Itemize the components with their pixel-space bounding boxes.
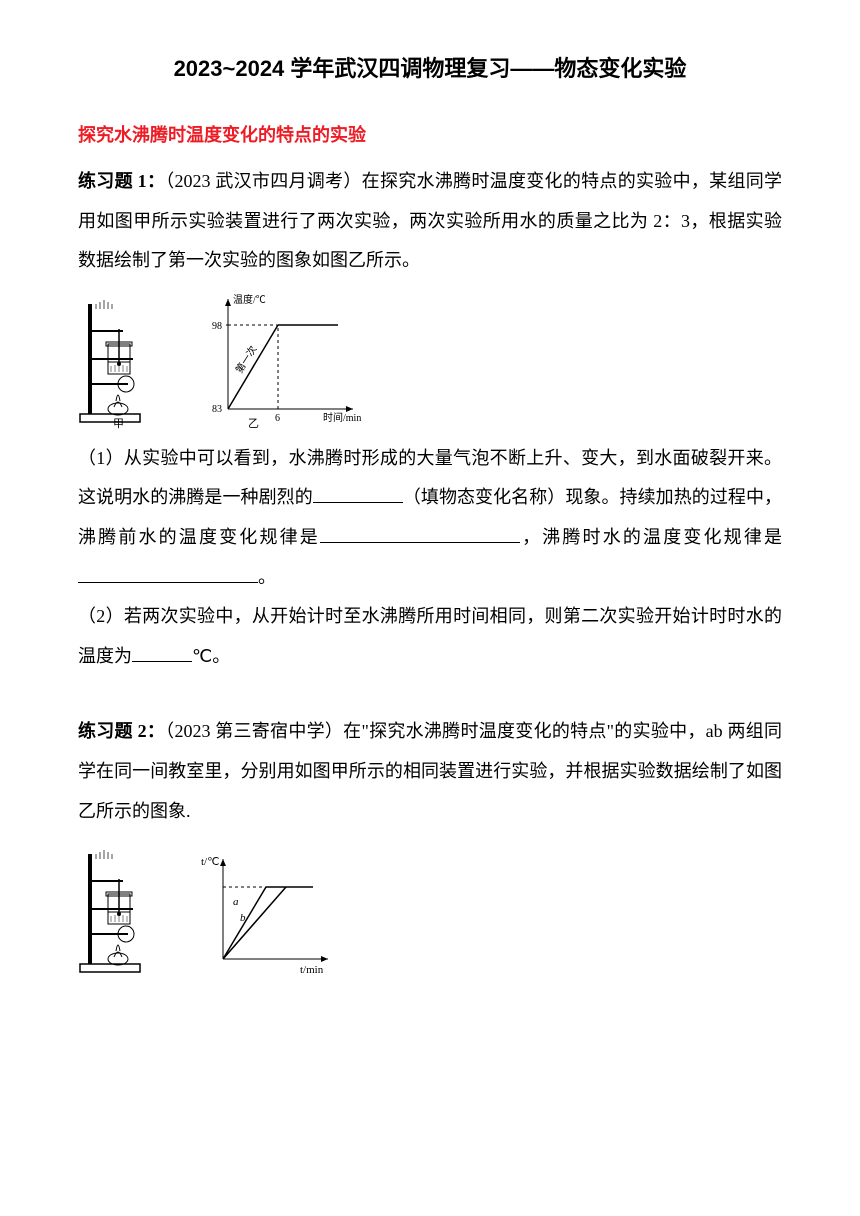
q1p1-mid2: ，沸腾时水的温度变化规律是: [520, 527, 782, 547]
y-axis-label-2: t/℃: [201, 856, 219, 868]
y-axis-label: 温度/℃: [233, 293, 266, 306]
blank-1[interactable]: [313, 485, 403, 503]
blank-4[interactable]: [132, 644, 192, 662]
question-1-part1: （1）从实验中可以看到，水沸腾时形成的大量气泡不断上升、变大，到水面破裂开来。这…: [78, 439, 782, 597]
label-a: a: [233, 896, 239, 908]
blank-3[interactable]: [78, 565, 258, 583]
curve-label: 第一次: [233, 343, 260, 375]
y-tick-98: 98: [212, 321, 222, 332]
question-2-intro: 练习题 2：（2023 第三寄宿中学）在"探究水沸腾时温度变化的特点"的实验中，…: [78, 712, 782, 831]
question-2-source: （2023 第三寄宿中学）: [165, 721, 343, 741]
apparatus-diagram-2: [78, 839, 168, 979]
question-2-label: 练习题 2：: [78, 721, 165, 741]
q1p1-end: 。: [258, 567, 276, 587]
section-header: 探究水沸腾时温度变化的特点的实验: [78, 118, 782, 152]
label-b: b: [240, 912, 246, 924]
diagram-row-2: t/℃ t/min a b: [78, 839, 782, 979]
diagram-row-1: 甲 温度/℃ 时间/min 98 83 6 第一次 乙: [78, 289, 782, 429]
question-1-intro: 练习题 1：（2023 武汉市四月调考）在探究水沸腾时温度变化的特点的实验中，某…: [78, 162, 782, 281]
question-1-part2: （2）若两次实验中，从开始计时至水沸腾所用时间相同，则第二次实验开始计时时水的温…: [78, 597, 782, 676]
spacer: [78, 676, 782, 712]
blank-2[interactable]: [320, 525, 520, 543]
x-axis-label: 时间/min: [323, 411, 361, 424]
graph-2: t/℃ t/min a b: [198, 849, 338, 979]
y-tick-83: 83: [212, 404, 222, 415]
graph-1: 温度/℃ 时间/min 98 83 6 第一次 乙: [198, 289, 368, 429]
caption-jia: 甲: [113, 418, 124, 429]
apparatus-diagram-1: 甲: [78, 289, 168, 429]
page-title: 2023~2024 学年武汉四调物理复习——物态变化实验: [78, 48, 782, 90]
question-1-source: （2023 武汉市四月调考）: [165, 171, 361, 191]
x-tick-6: 6: [275, 413, 280, 424]
question-1-label: 练习题 1：: [78, 171, 165, 191]
q1p2-end: ℃。: [192, 646, 230, 666]
x-axis-label-2: t/min: [300, 964, 324, 976]
caption-yi: 乙: [248, 417, 259, 429]
